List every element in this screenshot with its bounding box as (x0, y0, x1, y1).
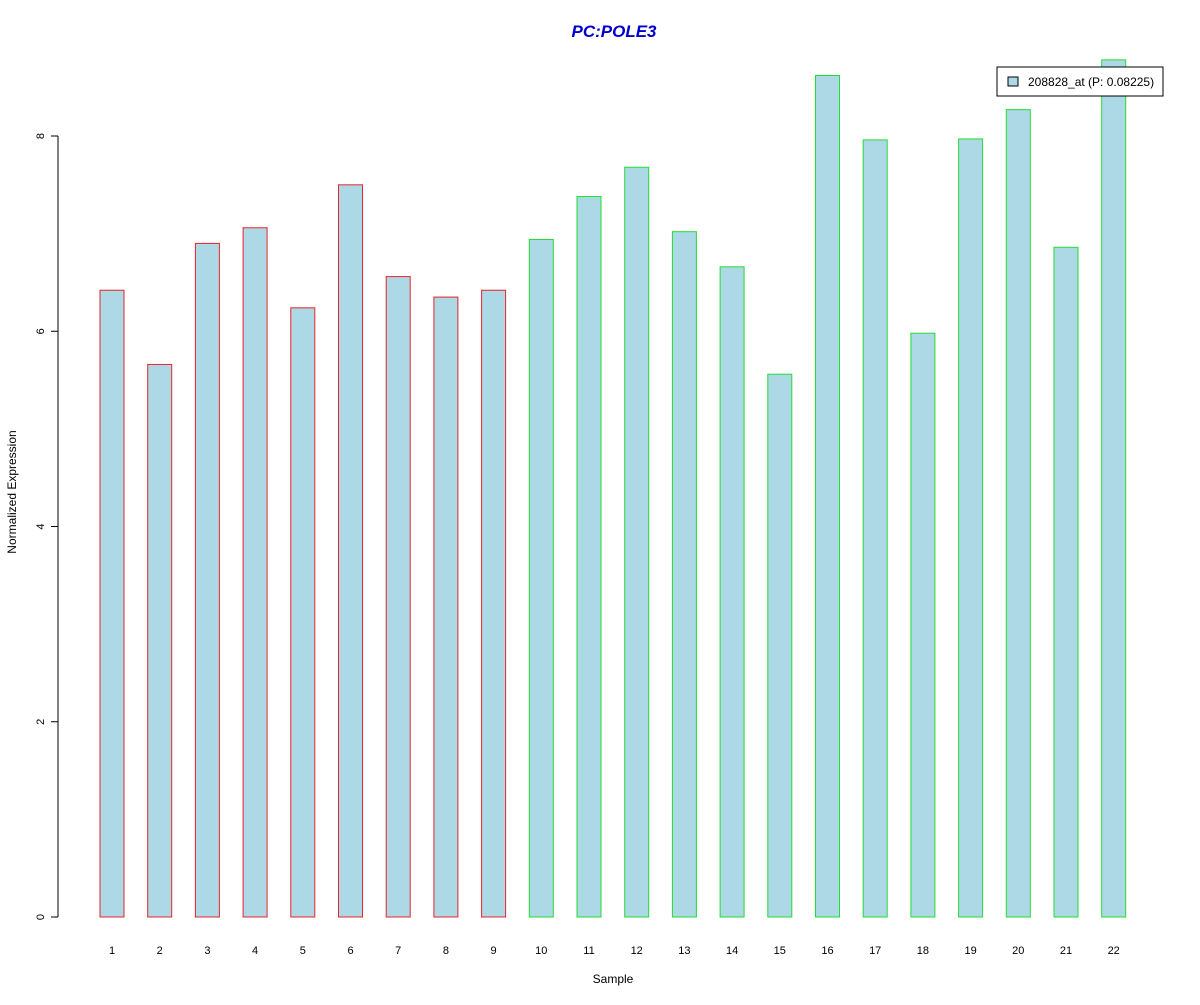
x-tick-label: 11 (583, 945, 594, 957)
x-tick-label: 10 (535, 945, 547, 957)
x-tick-label: 13 (678, 945, 690, 957)
bar-sample-2 (147, 363, 173, 918)
bar-sample-12 (624, 166, 650, 918)
bar-sample-1 (99, 289, 125, 918)
bar-sample-11 (576, 196, 602, 918)
x-tick-label: 14 (726, 945, 738, 957)
bar-sample-9 (481, 289, 507, 918)
x-tick-label: 12 (631, 945, 643, 957)
y-axis-label: Normalized Expression (5, 430, 19, 553)
bar-sample-15 (767, 373, 793, 918)
bar-sample-4 (242, 227, 268, 918)
x-tick-label: 22 (1108, 945, 1120, 957)
bar-sample-21 (1053, 246, 1079, 918)
y-tick-label: 8 (35, 133, 47, 139)
x-tick-label: 20 (1012, 945, 1024, 957)
x-tick-label: 4 (252, 945, 258, 957)
x-tick-label: 15 (774, 945, 786, 957)
bar-sample-16 (815, 74, 840, 918)
y-tick-label: 0 (35, 914, 47, 920)
bar-sample-13 (671, 231, 697, 918)
bars-group (99, 59, 1127, 918)
legend-swatch (1007, 76, 1019, 87)
legend: 208828_at (P: 0.08225) (996, 66, 1164, 97)
x-tick-label: 21 (1060, 945, 1072, 957)
x-tick-label: 19 (964, 945, 976, 957)
x-tick-label: 7 (395, 945, 401, 957)
x-tick-label: 18 (917, 945, 929, 957)
x-tick-label: 8 (443, 945, 449, 957)
x-tick-label: 5 (300, 945, 306, 957)
chart-title: PC:POLE3 (571, 22, 657, 41)
bar-sample-20 (1005, 109, 1031, 918)
legend-box (996, 66, 1164, 97)
bar-sample-5 (290, 307, 316, 918)
bar-sample-14 (719, 266, 745, 918)
y-axis: 0 2 4 6 8 (35, 133, 59, 920)
bar-sample-22 (1101, 59, 1127, 918)
y-tick-label: 2 (35, 719, 47, 725)
x-tick-label: 3 (204, 945, 210, 957)
legend-label: 208828_at (P: 0.08225) (1028, 75, 1154, 89)
x-tick-label: 6 (347, 945, 353, 957)
bar-sample-18 (910, 332, 936, 918)
x-axis-label: Sample (593, 972, 634, 986)
bar-sample-19 (958, 138, 984, 918)
bar-sample-6 (338, 184, 363, 918)
x-tick-labels: 1 2 3 4 5 6 7 8 9 10 11 12 13 14 15 16 17 18 19 20 21 22 (109, 945, 1120, 957)
x-tick-label: 1 (109, 945, 115, 957)
x-tick-label: 2 (157, 945, 163, 957)
bar-sample-8 (433, 296, 459, 918)
bar-sample-7 (385, 276, 411, 918)
y-tick-label: 4 (35, 523, 47, 529)
y-tick-label: 6 (35, 328, 47, 334)
x-tick-label: 9 (491, 945, 497, 957)
bar-sample-3 (194, 242, 220, 918)
bar-sample-10 (528, 238, 554, 918)
x-tick-label: 16 (821, 945, 833, 957)
x-tick-label: 17 (869, 945, 881, 957)
bar-sample-17 (862, 139, 888, 918)
